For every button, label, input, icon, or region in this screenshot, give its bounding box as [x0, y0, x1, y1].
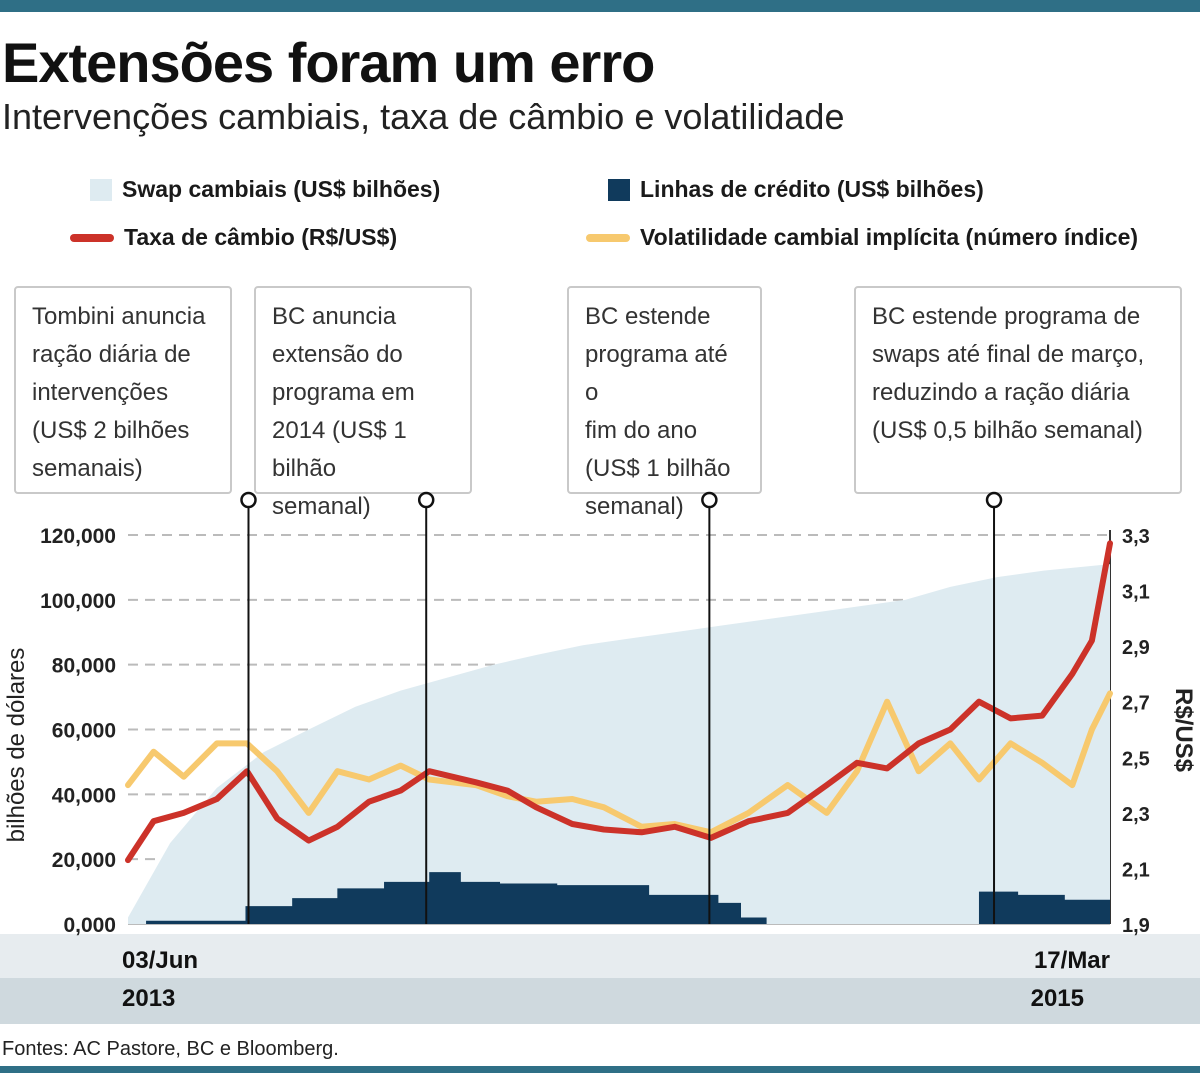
series-area-credit-lines [128, 872, 1110, 924]
annotation-marker [417, 491, 435, 509]
chart-title: Extensões foram um erro [2, 31, 655, 94]
x-axis-band-day [0, 934, 1200, 978]
series-line-volatility [125, 690, 1113, 836]
legend-label-credit-lines: Linhas de crédito (US$ bilhões) [640, 176, 984, 202]
y-tick-right: 2,1 [1122, 859, 1150, 881]
y-tick-right: 2,3 [1122, 804, 1150, 826]
legend-label-exchange-rate: Taxa de câmbio (R$/US$) [124, 224, 398, 250]
legend-item-exchange-rate: Taxa de câmbio (R$/US$) [70, 224, 397, 251]
annotation-box-3: BC estende programa até o fim do ano (US… [567, 286, 762, 520]
legend-swatch-exchange-rate [70, 233, 114, 242]
legend-label-swap: Swap cambiais (US$ bilhões) [122, 176, 441, 202]
legend-item-credit-lines: Linhas de crédito (US$ bilhões) [608, 176, 984, 203]
y-tick-right: 2,7 [1122, 693, 1150, 715]
y-axis-label-right: R$/US$ [1170, 688, 1197, 773]
y-tick-left: 20,000 [52, 849, 116, 872]
y-tick-right: 2,5 [1122, 748, 1150, 770]
source-footer: Fontes: AC Pastore, BC e Bloomberg. [2, 1038, 339, 1060]
series-area-swap [128, 564, 1110, 924]
y-tick-left: 40,000 [52, 784, 116, 807]
chart-subtitle: Intervenções cambiais, taxa de câmbio e … [2, 96, 845, 137]
legend-item-swap: Swap cambiais (US$ bilhões) [90, 176, 440, 203]
annotation-box-4: BC estende programa de swaps até final d… [854, 286, 1182, 494]
top-accent-bar [0, 0, 1200, 12]
x-tick-year: 2013 [122, 985, 175, 1012]
annotation-marker [240, 491, 257, 509]
annotation-marker [701, 491, 718, 509]
y-tick-left: 60,000 [52, 720, 116, 743]
x-axis-band-year [0, 978, 1200, 1024]
series-line-exchange-rate [125, 540, 1113, 864]
y-tick-left: 120,000 [40, 525, 116, 548]
x-tick-day: 17/Mar [1034, 947, 1110, 974]
y-tick-right: 1,9 [1122, 915, 1150, 937]
y-tick-left: 80,000 [52, 655, 116, 678]
legend-item-volatility: Volatilidade cambial implícita (número í… [586, 224, 1138, 251]
y-tick-right: 3,3 [1122, 526, 1150, 548]
legend-swatch-swap [90, 178, 112, 201]
y-tick-left: 100,000 [40, 590, 116, 613]
legend-swatch-volatility [586, 233, 630, 242]
y-axis-label-left: bilhões de dólares [3, 648, 30, 843]
y-tick-left: 0,000 [63, 914, 116, 937]
bottom-accent-bar [0, 1066, 1200, 1073]
legend-swatch-credit-lines [608, 178, 630, 201]
y-tick-right: 3,1 [1122, 582, 1150, 604]
legend-label-volatility: Volatilidade cambial implícita (número í… [640, 224, 1139, 250]
y-tick-right: 2,9 [1122, 637, 1150, 659]
annotation-box-2: BC anuncia extensão do programa em 2014 … [254, 286, 472, 520]
annotation-marker [985, 491, 1003, 509]
x-tick-day: 03/Jun [122, 947, 198, 974]
x-tick-year: 2015 [1031, 985, 1084, 1012]
annotation-box-1: Tombini anuncia ração diária de interven… [14, 286, 232, 494]
